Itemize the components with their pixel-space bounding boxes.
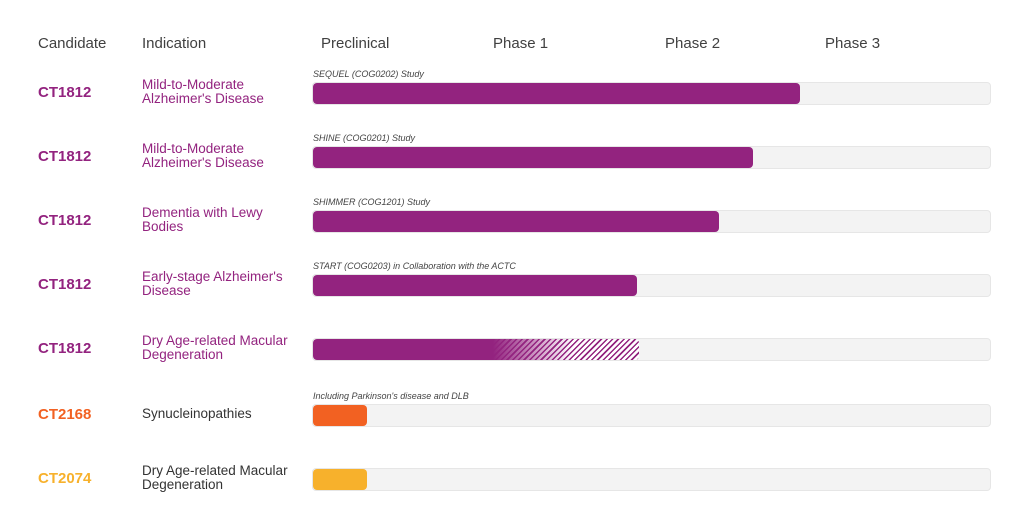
header-phase-2: Phase 2 xyxy=(665,35,721,52)
progress-bar xyxy=(313,339,493,360)
indication-label: Dementia with Lewy Bodies xyxy=(142,205,263,234)
indication-label: Mild-to-Moderate Alzheimer's Disease xyxy=(142,141,264,170)
pipeline-row: CT1812 Dementia with Lewy Bodies SHIMMER (… xyxy=(0,190,1024,250)
pipeline-row: CT2074 Dry Age-related Macular Degenerati… xyxy=(0,448,1024,508)
indication-label: Synucleinopathies xyxy=(142,406,252,421)
indication-label: Early-stage Alzheimer's Disease xyxy=(142,269,283,298)
pipeline-row: CT1812 Mild-to-Moderate Alzheimer's Disea… xyxy=(0,126,1024,186)
study-label: SEQUEL (COG0202) Study xyxy=(313,69,424,79)
progress-bar xyxy=(313,405,367,426)
pipeline-row: CT1812 Mild-to-Moderate Alzheimer's Disea… xyxy=(0,62,1024,122)
progress-bar xyxy=(313,275,637,296)
progress-track xyxy=(312,82,991,105)
progress-bar xyxy=(313,83,800,104)
candidate-label: CT1812 xyxy=(38,212,92,229)
study-label: Including Parkinson's disease and DLB xyxy=(313,391,469,401)
progress-track xyxy=(312,210,991,233)
header-candidate: Candidate xyxy=(38,35,107,52)
header-phase-3: Phase 3 xyxy=(825,35,881,52)
progress-track xyxy=(312,146,991,169)
progress-track xyxy=(312,338,991,361)
progress-track xyxy=(312,468,991,491)
pipeline-row: CT2168 Synucleinopathies Including Parkins… xyxy=(0,384,1024,444)
progress-bar xyxy=(313,469,367,490)
indication-label: Dry Age-related Macular Degeneration xyxy=(142,463,288,492)
header-preclinical: Preclinical xyxy=(321,35,390,52)
header-phase-1: Phase 1 xyxy=(493,35,549,52)
pipeline-row: CT1812 Dry Age-related Macular Degenerati… xyxy=(0,318,1024,378)
candidate-label: CT1812 xyxy=(38,340,92,357)
candidate-label: CT2074 xyxy=(38,470,92,487)
planned-progress-hatch xyxy=(493,339,639,360)
header-indication: Indication xyxy=(142,35,207,52)
progress-track xyxy=(312,404,991,427)
candidate-label: CT1812 xyxy=(38,276,92,293)
study-label: SHINE (COG0201) Study xyxy=(313,133,416,143)
progress-bar xyxy=(313,211,719,232)
pipeline-row: CT1812 Early-stage Alzheimer's Disease STA… xyxy=(0,254,1024,314)
progress-bar xyxy=(313,147,753,168)
study-label: SHIMMER (COG1201) Study xyxy=(313,197,431,207)
study-label: START (COG0203) in Collaboration with th… xyxy=(313,261,516,271)
candidate-label: CT1812 xyxy=(38,84,92,101)
indication-label: Dry Age-related Macular Degeneration xyxy=(142,333,288,362)
candidate-label: CT1812 xyxy=(38,148,92,165)
progress-track xyxy=(312,274,991,297)
indication-label: Mild-to-Moderate Alzheimer's Disease xyxy=(142,77,264,106)
candidate-label: CT2168 xyxy=(38,406,92,423)
